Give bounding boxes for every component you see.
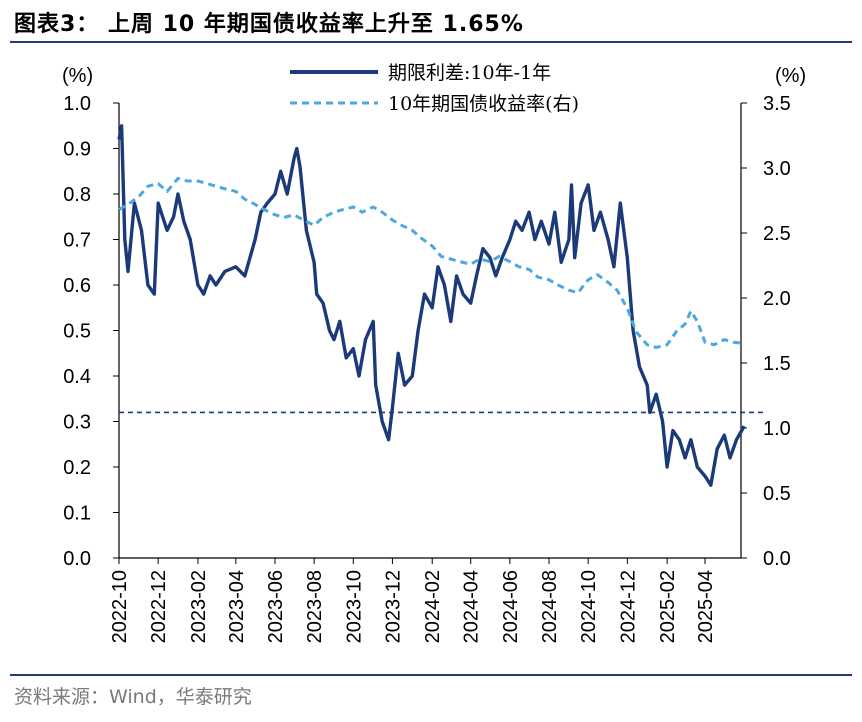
- left-tick-label: 0.7: [63, 230, 91, 252]
- page-title: 图表3： 上周 10 年期国债收益率上升至 1.65%: [14, 12, 524, 37]
- left-tick-label: 0.9: [63, 139, 91, 161]
- x-tick-label: 2022-12: [148, 570, 170, 643]
- right-tick-label: 2.5: [763, 223, 791, 245]
- left-tick-label: 0.8: [63, 184, 91, 206]
- right-unit-label: (%): [775, 65, 806, 87]
- x-tick-label: 2024-06: [500, 570, 522, 643]
- left-tick-label: 0.2: [63, 457, 91, 479]
- title-rule: [10, 41, 852, 43]
- x-tick-label: 2023-12: [382, 570, 404, 643]
- left-tick-label: 1.0: [63, 93, 91, 115]
- axes-layer: [113, 102, 747, 564]
- x-tick-label: 2024-12: [617, 570, 639, 643]
- legend: 期限利差:10年-1年 10年期国债收益率(右): [290, 62, 579, 115]
- right-tick-label: 1.5: [763, 353, 791, 375]
- series-line-spread: [117, 124, 746, 487]
- x-tick-label: 2023-06: [265, 570, 287, 643]
- x-tick-label: 2023-04: [226, 570, 248, 643]
- spread-yield-chart: 0.0 0.1 0.2 0.3 0.4 0.5 0.6 0.7 0.8 0.9 1.0 0.0 0.5 1…: [62, 62, 806, 643]
- x-tick-label: 2024-08: [539, 570, 561, 643]
- footer-rule: [10, 674, 852, 676]
- right-tick-label: 1.0: [763, 418, 791, 440]
- x-tick-label: 2023-02: [188, 570, 210, 643]
- legend-label-yield: 10年期国债收益率(右): [388, 93, 579, 115]
- labels-layer: 0.0 0.1 0.2 0.3 0.4 0.5 0.6 0.7 0.8 0.9 1.0 0.0 0.5 1…: [63, 93, 791, 643]
- x-tick-label: 2024-10: [578, 570, 600, 643]
- left-tick-label: 0.3: [63, 412, 91, 434]
- series-line-yield: [118, 176, 745, 349]
- right-tick-label: 3.0: [763, 158, 791, 180]
- x-tick-label: 2025-02: [657, 570, 679, 643]
- series-layer: [117, 124, 766, 487]
- left-tick-label: 0.5: [63, 321, 91, 343]
- right-tick-label: 0.0: [763, 548, 791, 570]
- left-tick-label: 0.4: [63, 366, 91, 388]
- right-tick-label: 2.0: [763, 288, 791, 310]
- left-tick-label: 0.1: [63, 503, 91, 525]
- x-tick-label: 2024-02: [422, 570, 444, 643]
- x-tick-label: 2022-10: [109, 570, 131, 643]
- left-tick-label: 0.0: [63, 548, 91, 570]
- x-tick-label: 2023-08: [304, 570, 326, 643]
- x-tick-label: 2023-10: [343, 570, 365, 643]
- legend-label-spread: 期限利差:10年-1年: [388, 62, 551, 84]
- right-tick-label: 0.5: [763, 483, 791, 505]
- source-note: 资料来源：Wind，华泰研究: [14, 686, 252, 708]
- x-tick-label: 2024-04: [461, 570, 483, 643]
- left-unit-label: (%): [62, 65, 93, 87]
- right-tick-label: 3.5: [763, 93, 791, 115]
- x-tick-label: 2025-04: [695, 570, 717, 643]
- left-tick-label: 0.6: [63, 275, 91, 297]
